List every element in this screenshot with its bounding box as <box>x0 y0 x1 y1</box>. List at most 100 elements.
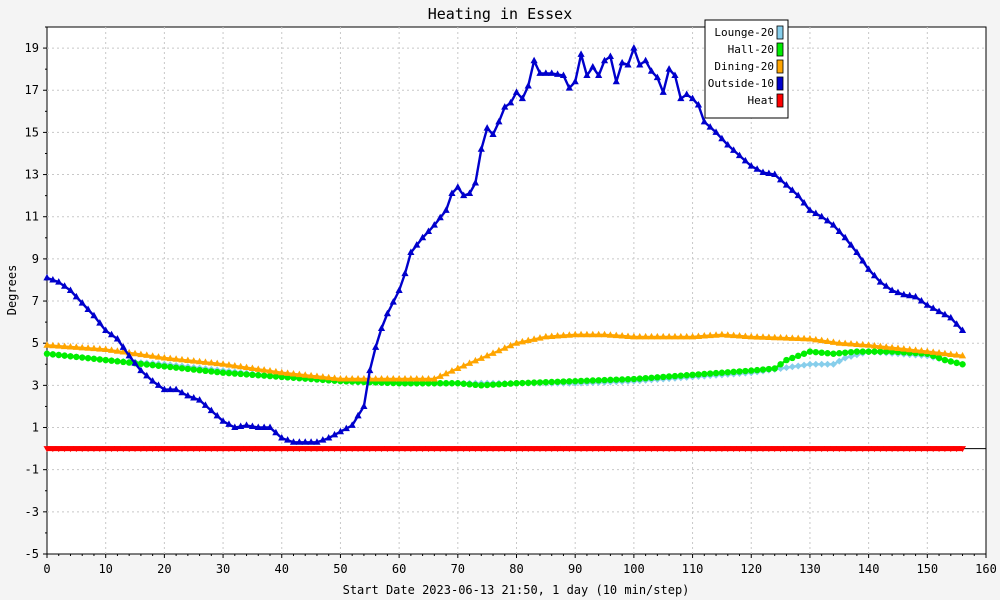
data-point <box>683 90 691 97</box>
data-point <box>941 310 949 318</box>
data-point <box>237 362 245 370</box>
data-point <box>753 446 761 453</box>
data-point <box>530 446 538 453</box>
data-point <box>876 446 884 453</box>
data-point <box>108 446 116 453</box>
data-point <box>489 349 497 356</box>
data-point <box>677 446 685 453</box>
data-point <box>877 348 884 355</box>
data-point <box>137 350 145 358</box>
data-point <box>84 305 92 312</box>
data-point <box>524 446 532 453</box>
data-point <box>143 371 151 379</box>
legend-box <box>704 19 789 119</box>
data-point <box>947 446 955 453</box>
data-point <box>477 354 485 361</box>
data-point <box>636 332 644 340</box>
data-point <box>113 334 122 342</box>
data-point <box>958 351 967 359</box>
data-point <box>190 394 198 401</box>
data-point <box>636 375 643 382</box>
data-point <box>812 209 820 217</box>
data-point <box>213 411 221 419</box>
data-point <box>242 363 251 371</box>
data-point <box>829 338 838 345</box>
legend-label: Hall-20 <box>728 43 774 56</box>
data-point <box>659 446 667 453</box>
data-point <box>571 330 579 338</box>
data-point <box>424 375 433 382</box>
data-point <box>624 446 632 453</box>
x-tick-label: 0 <box>43 562 50 576</box>
data-point <box>78 446 86 453</box>
data-point <box>272 428 280 436</box>
data-point <box>243 371 250 378</box>
data-point <box>419 380 426 387</box>
data-point <box>66 446 74 453</box>
data-point <box>782 446 790 453</box>
data-point <box>102 345 110 353</box>
data-point <box>589 330 597 338</box>
data-point <box>812 360 820 368</box>
x-tick-label: 90 <box>568 562 582 576</box>
data-point <box>213 446 221 453</box>
data-point <box>96 446 104 453</box>
data-point <box>677 332 685 340</box>
data-point <box>195 357 204 365</box>
data-point <box>806 348 814 355</box>
x-tick-label: 10 <box>98 562 112 576</box>
data-point <box>313 446 321 453</box>
data-point <box>495 346 503 354</box>
data-point <box>923 301 931 308</box>
data-point <box>102 446 110 453</box>
data-point <box>642 446 650 453</box>
data-point <box>536 379 544 386</box>
data-point <box>342 375 350 382</box>
legend-label: Dining-20 <box>714 60 774 73</box>
data-point <box>759 366 767 373</box>
data-point <box>870 341 879 349</box>
data-point <box>865 265 873 272</box>
data-point <box>900 345 908 352</box>
data-point <box>225 420 233 427</box>
data-point <box>307 446 315 453</box>
data-point <box>149 352 157 359</box>
data-point <box>747 332 755 340</box>
data-point <box>689 446 697 453</box>
data-point <box>114 358 121 365</box>
data-point <box>888 343 896 351</box>
data-point <box>518 446 526 453</box>
data-point <box>618 332 626 339</box>
data-point <box>460 361 468 369</box>
data-point <box>448 380 456 387</box>
data-point <box>941 349 949 357</box>
data-point <box>360 402 368 409</box>
data-point <box>818 446 826 453</box>
data-point <box>248 364 257 371</box>
data-point <box>771 446 779 453</box>
data-point <box>354 411 362 419</box>
data-point <box>507 380 514 387</box>
data-point <box>489 381 497 388</box>
data-point <box>630 446 638 453</box>
data-point <box>718 134 726 142</box>
data-point <box>519 379 526 387</box>
data-point <box>61 352 68 359</box>
data-point <box>771 333 779 341</box>
data-point <box>601 376 608 384</box>
data-point <box>912 446 920 453</box>
x-tick-label: 110 <box>682 562 704 576</box>
data-point <box>900 446 908 453</box>
data-point <box>107 330 116 338</box>
data-point <box>49 341 57 349</box>
data-point <box>606 52 614 60</box>
data-point <box>125 446 133 453</box>
data-point <box>272 373 280 380</box>
legend-label: Outside-10 <box>708 77 774 90</box>
data-point <box>125 351 133 359</box>
legend-swatch <box>776 93 784 108</box>
data-point <box>49 351 57 358</box>
data-point <box>401 380 409 387</box>
data-point <box>342 424 350 432</box>
